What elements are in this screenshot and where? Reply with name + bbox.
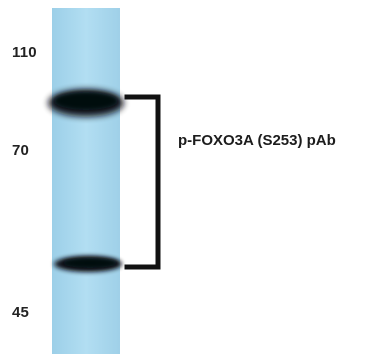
antibody-label: p-FOXO3A (S253) pAb <box>178 132 336 149</box>
marker-110-label: 110 <box>12 44 37 61</box>
marker-45-label: 45 <box>12 304 30 321</box>
marker-70-label: 70 <box>12 142 30 159</box>
upper-band <box>48 89 124 117</box>
bracket-marker <box>124 94 161 270</box>
lower-band <box>54 256 122 272</box>
membrane-lane <box>52 8 120 354</box>
